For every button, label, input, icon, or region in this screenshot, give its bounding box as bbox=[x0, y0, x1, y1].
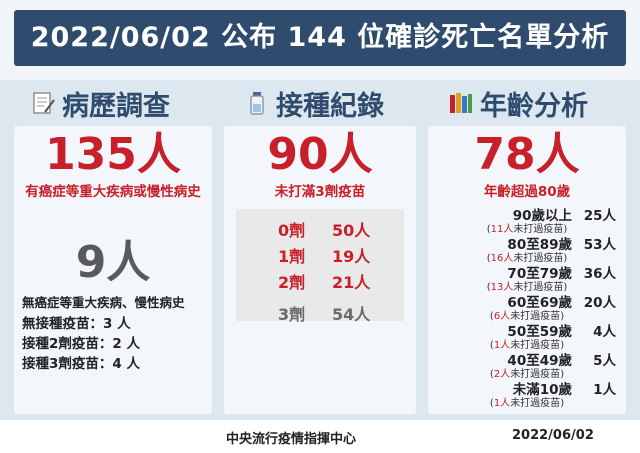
books-icon bbox=[450, 93, 472, 113]
vaccine-heading: 接種紀錄 bbox=[244, 86, 384, 122]
footer: 中央流行疫情指揮中心 2022/06/02 bbox=[0, 420, 640, 453]
age-group-note: (1人未打過疫苗) bbox=[489, 340, 565, 351]
age-group-value: 53人 bbox=[583, 237, 616, 253]
notepad-icon bbox=[33, 92, 55, 114]
age-group-note: (2人未打過疫苗) bbox=[489, 369, 565, 380]
history-heading-label: 病歷調查 bbox=[62, 90, 170, 122]
age-heading: 年齡分析 bbox=[448, 86, 588, 122]
age-group-value: 1人 bbox=[593, 382, 616, 398]
age-group-value: 5人 bbox=[593, 353, 616, 369]
age-group-label: 未滿10歲 bbox=[512, 382, 572, 398]
age-group-note-count: 11人 bbox=[490, 224, 514, 235]
dose-value: 21人 bbox=[332, 273, 371, 292]
age-group-note-text: 未打過疫苗 bbox=[510, 398, 561, 409]
age-group-note-text: 未打過疫苗 bbox=[510, 311, 561, 322]
dose-label: 3劑 bbox=[278, 305, 306, 324]
age-group-note-count: 6人 bbox=[493, 311, 511, 322]
vaccine-main-desc: 未打滿3劑疫苗 bbox=[274, 184, 366, 200]
age-group-label: 80至89歲 bbox=[507, 237, 572, 253]
dose-value: 54人 bbox=[332, 305, 371, 324]
vaccine-heading-label: 接種紀錄 bbox=[276, 90, 384, 122]
history-second-count: 9人 bbox=[75, 237, 151, 288]
vaccine-vial-icon bbox=[250, 92, 264, 115]
age-group-note-text: 未打過疫苗 bbox=[510, 369, 561, 380]
age-group-note-text: 未打過疫苗 bbox=[513, 253, 564, 264]
age-group-note-count: 16人 bbox=[490, 253, 514, 264]
history-line-3dose: 接種3劑疫苗：4 人 bbox=[22, 356, 140, 372]
age-panel: 78人 年齡超過80歲 90歲以上 25人 (11人未打過疫苗) 80至89歲 53人 (… bbox=[428, 126, 626, 414]
footer-date: 2022/06/02 bbox=[512, 428, 594, 443]
dose-label: 0劑 bbox=[278, 221, 306, 240]
age-group-note: (11人未打過疫苗) bbox=[486, 224, 568, 235]
dose-label: 2劑 bbox=[278, 273, 306, 292]
age-group-label: 60至69歲 bbox=[507, 295, 572, 311]
age-group-value: 36人 bbox=[583, 266, 616, 282]
age-group-note: (6人未打過疫苗) bbox=[489, 311, 565, 322]
age-main-count: 78人 bbox=[474, 129, 580, 180]
age-group-label: 90歲以上 bbox=[512, 208, 572, 224]
age-group-note-text: 未打過疫苗 bbox=[510, 340, 561, 351]
history-heading: 病歷調查 bbox=[30, 86, 170, 122]
age-group-note: (16人未打過疫苗) bbox=[486, 253, 568, 264]
history-line-unvaccinated: 無接種疫苗：3 人 bbox=[22, 316, 131, 332]
vaccine-panel: 90人 未打滿3劑疫苗 0劑 50人 1劑 19人 2劑 21人 3劑 54人 bbox=[224, 126, 416, 414]
age-heading-label: 年齡分析 bbox=[480, 90, 588, 122]
age-group-value: 25人 bbox=[583, 208, 616, 224]
history-second-desc: 無癌症等重大疾病、慢性病史 bbox=[22, 295, 185, 310]
age-main-desc: 年齡超過80歲 bbox=[483, 184, 571, 200]
vaccine-main-count: 90人 bbox=[267, 129, 373, 180]
age-group-note: (13人未打過疫苗) bbox=[486, 282, 568, 293]
dose-value: 19人 bbox=[332, 247, 371, 266]
age-group-label: 50至59歲 bbox=[507, 324, 572, 340]
age-group-note-count: 1人 bbox=[493, 398, 511, 409]
age-group-value: 4人 bbox=[593, 324, 616, 340]
age-group-value: 20人 bbox=[583, 295, 616, 311]
footer-org: 中央流行疫情指揮中心 bbox=[226, 432, 357, 447]
history-line-2dose: 接種2劑疫苗：2 人 bbox=[22, 336, 140, 352]
dose-label: 1劑 bbox=[278, 247, 306, 266]
age-group-note: (1人未打過疫苗) bbox=[489, 398, 565, 409]
dose-table: 0劑 50人 1劑 19人 2劑 21人 bbox=[236, 209, 404, 321]
age-group-label: 40至49歲 bbox=[507, 353, 572, 369]
age-group-note-text: 未打過疫苗 bbox=[513, 224, 564, 235]
page-title: 2022/06/02 公布 144 位確診死亡名單分析 bbox=[14, 10, 626, 66]
age-group-note-text: 未打過疫苗 bbox=[513, 282, 564, 293]
header-area: 2022/06/02 公布 144 位確診死亡名單分析 bbox=[0, 0, 640, 80]
history-main-desc: 有癌症等重大疾病或慢性病史 bbox=[25, 184, 201, 200]
dose-value: 50人 bbox=[332, 221, 371, 240]
age-group-note-count: 1人 bbox=[493, 340, 511, 351]
history-panel: 135人 有癌症等重大疾病或慢性病史 9人 無癌症等重大疾病、慢性病史 無接種疫… bbox=[14, 126, 212, 414]
age-group-note-count: 13人 bbox=[490, 282, 514, 293]
age-group-label: 70至79歲 bbox=[507, 266, 572, 282]
history-main-count: 135人 bbox=[45, 129, 181, 180]
age-group-note-count: 2人 bbox=[493, 369, 511, 380]
